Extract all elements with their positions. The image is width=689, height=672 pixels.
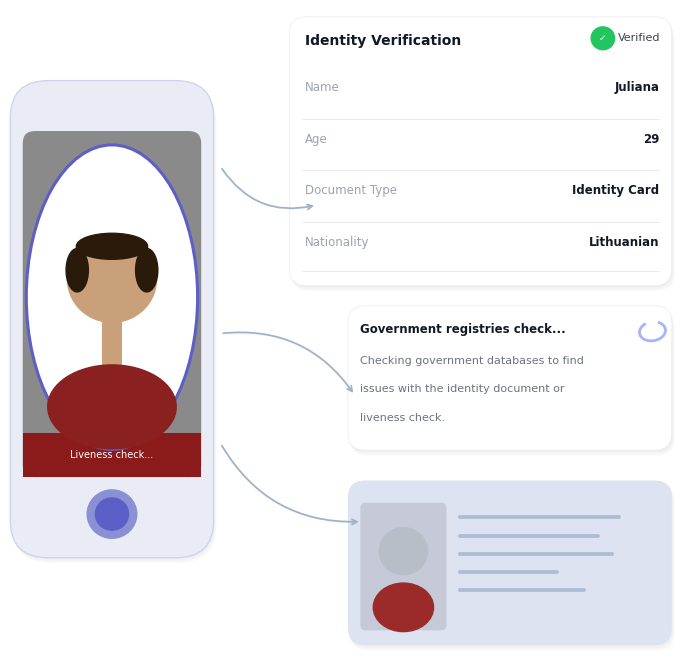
Text: Nationality: Nationality bbox=[305, 236, 369, 249]
Text: Name: Name bbox=[305, 81, 339, 94]
FancyBboxPatch shape bbox=[292, 22, 675, 291]
Text: Checking government databases to find: Checking government databases to find bbox=[360, 356, 584, 366]
FancyBboxPatch shape bbox=[13, 86, 216, 563]
Text: Verified: Verified bbox=[618, 34, 661, 43]
Circle shape bbox=[379, 528, 427, 575]
Text: 29: 29 bbox=[643, 133, 659, 146]
Ellipse shape bbox=[48, 365, 176, 449]
FancyBboxPatch shape bbox=[289, 17, 672, 286]
Ellipse shape bbox=[76, 233, 147, 259]
Text: Identity Verification: Identity Verification bbox=[305, 34, 461, 48]
Text: Document Type: Document Type bbox=[305, 185, 397, 198]
FancyBboxPatch shape bbox=[23, 131, 201, 477]
Ellipse shape bbox=[373, 583, 433, 632]
Text: Identity Card: Identity Card bbox=[573, 185, 659, 198]
Text: Juliana: Juliana bbox=[615, 81, 659, 94]
FancyBboxPatch shape bbox=[290, 18, 672, 287]
Text: Age: Age bbox=[305, 133, 327, 146]
Text: Lithuanian: Lithuanian bbox=[589, 236, 659, 249]
FancyBboxPatch shape bbox=[360, 503, 446, 630]
Text: liveness check.: liveness check. bbox=[360, 413, 446, 423]
FancyBboxPatch shape bbox=[348, 306, 672, 450]
FancyBboxPatch shape bbox=[349, 482, 672, 646]
FancyBboxPatch shape bbox=[351, 486, 675, 650]
FancyBboxPatch shape bbox=[349, 308, 673, 453]
FancyBboxPatch shape bbox=[351, 311, 675, 456]
FancyBboxPatch shape bbox=[348, 480, 672, 645]
Text: issues with the identity document or: issues with the identity document or bbox=[360, 384, 565, 394]
FancyBboxPatch shape bbox=[291, 19, 673, 288]
FancyBboxPatch shape bbox=[349, 307, 672, 452]
Circle shape bbox=[591, 27, 615, 50]
FancyBboxPatch shape bbox=[12, 85, 216, 562]
FancyBboxPatch shape bbox=[102, 311, 122, 374]
Ellipse shape bbox=[66, 249, 88, 292]
Circle shape bbox=[87, 490, 136, 538]
Text: Liveness check...: Liveness check... bbox=[70, 450, 154, 460]
FancyBboxPatch shape bbox=[350, 310, 674, 454]
Text: Government registries check...: Government registries check... bbox=[360, 323, 566, 335]
Circle shape bbox=[95, 498, 128, 530]
FancyBboxPatch shape bbox=[350, 485, 674, 649]
FancyBboxPatch shape bbox=[11, 82, 214, 559]
FancyBboxPatch shape bbox=[349, 483, 673, 648]
FancyBboxPatch shape bbox=[291, 21, 674, 290]
FancyBboxPatch shape bbox=[23, 433, 201, 477]
Ellipse shape bbox=[26, 145, 198, 450]
Ellipse shape bbox=[136, 249, 158, 292]
Text: ✓: ✓ bbox=[599, 34, 606, 43]
Circle shape bbox=[68, 235, 156, 323]
FancyBboxPatch shape bbox=[10, 81, 214, 558]
FancyBboxPatch shape bbox=[12, 83, 215, 560]
